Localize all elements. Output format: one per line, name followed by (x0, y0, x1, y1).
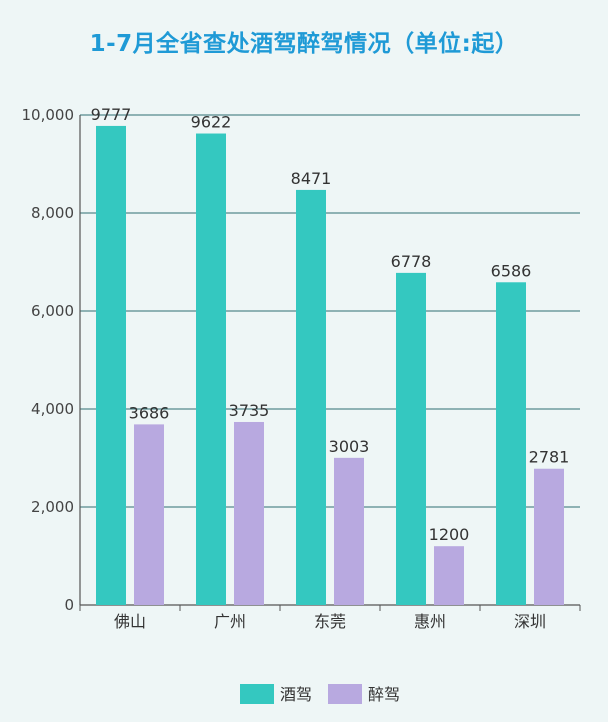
x-tick-label: 深圳 (514, 612, 546, 631)
legend-label: 醉驾 (368, 685, 400, 704)
bar (96, 125, 126, 605)
y-tick-label: 6,000 (31, 302, 74, 320)
data-label: 9622 (191, 113, 232, 132)
y-tick-label: 8,000 (31, 204, 74, 222)
legend-swatch (328, 684, 362, 704)
x-tick-label: 佛山 (114, 612, 146, 631)
y-tick-label: 0 (64, 596, 74, 614)
bar (296, 189, 326, 605)
x-tick-label: 东莞 (314, 612, 346, 631)
data-label: 6586 (491, 261, 532, 280)
bar (134, 424, 164, 605)
x-tick-label: 广州 (214, 612, 246, 631)
bar (496, 282, 526, 605)
data-label: 8471 (291, 169, 332, 188)
bar (396, 272, 426, 605)
data-label: 3735 (229, 401, 270, 420)
data-label: 2781 (529, 448, 570, 467)
data-label: 9777 (91, 105, 132, 124)
legend-swatch (240, 684, 274, 704)
y-tick-label: 10,000 (22, 106, 75, 124)
legend-label: 酒驾 (280, 685, 312, 704)
y-tick-label: 4,000 (31, 400, 74, 418)
bar (196, 133, 226, 605)
bar (334, 457, 364, 605)
chart-title: 1-7月全省查处酒驾醉驾情况（单位:起） (89, 31, 519, 57)
bar (234, 421, 264, 605)
data-label: 3003 (329, 437, 370, 456)
bar (534, 468, 564, 605)
data-label: 6778 (391, 252, 432, 271)
data-label: 3686 (129, 403, 170, 422)
data-label: 1200 (429, 525, 470, 544)
x-tick-label: 惠州 (414, 612, 446, 631)
y-tick-label: 2,000 (31, 498, 74, 516)
bar (434, 546, 464, 605)
